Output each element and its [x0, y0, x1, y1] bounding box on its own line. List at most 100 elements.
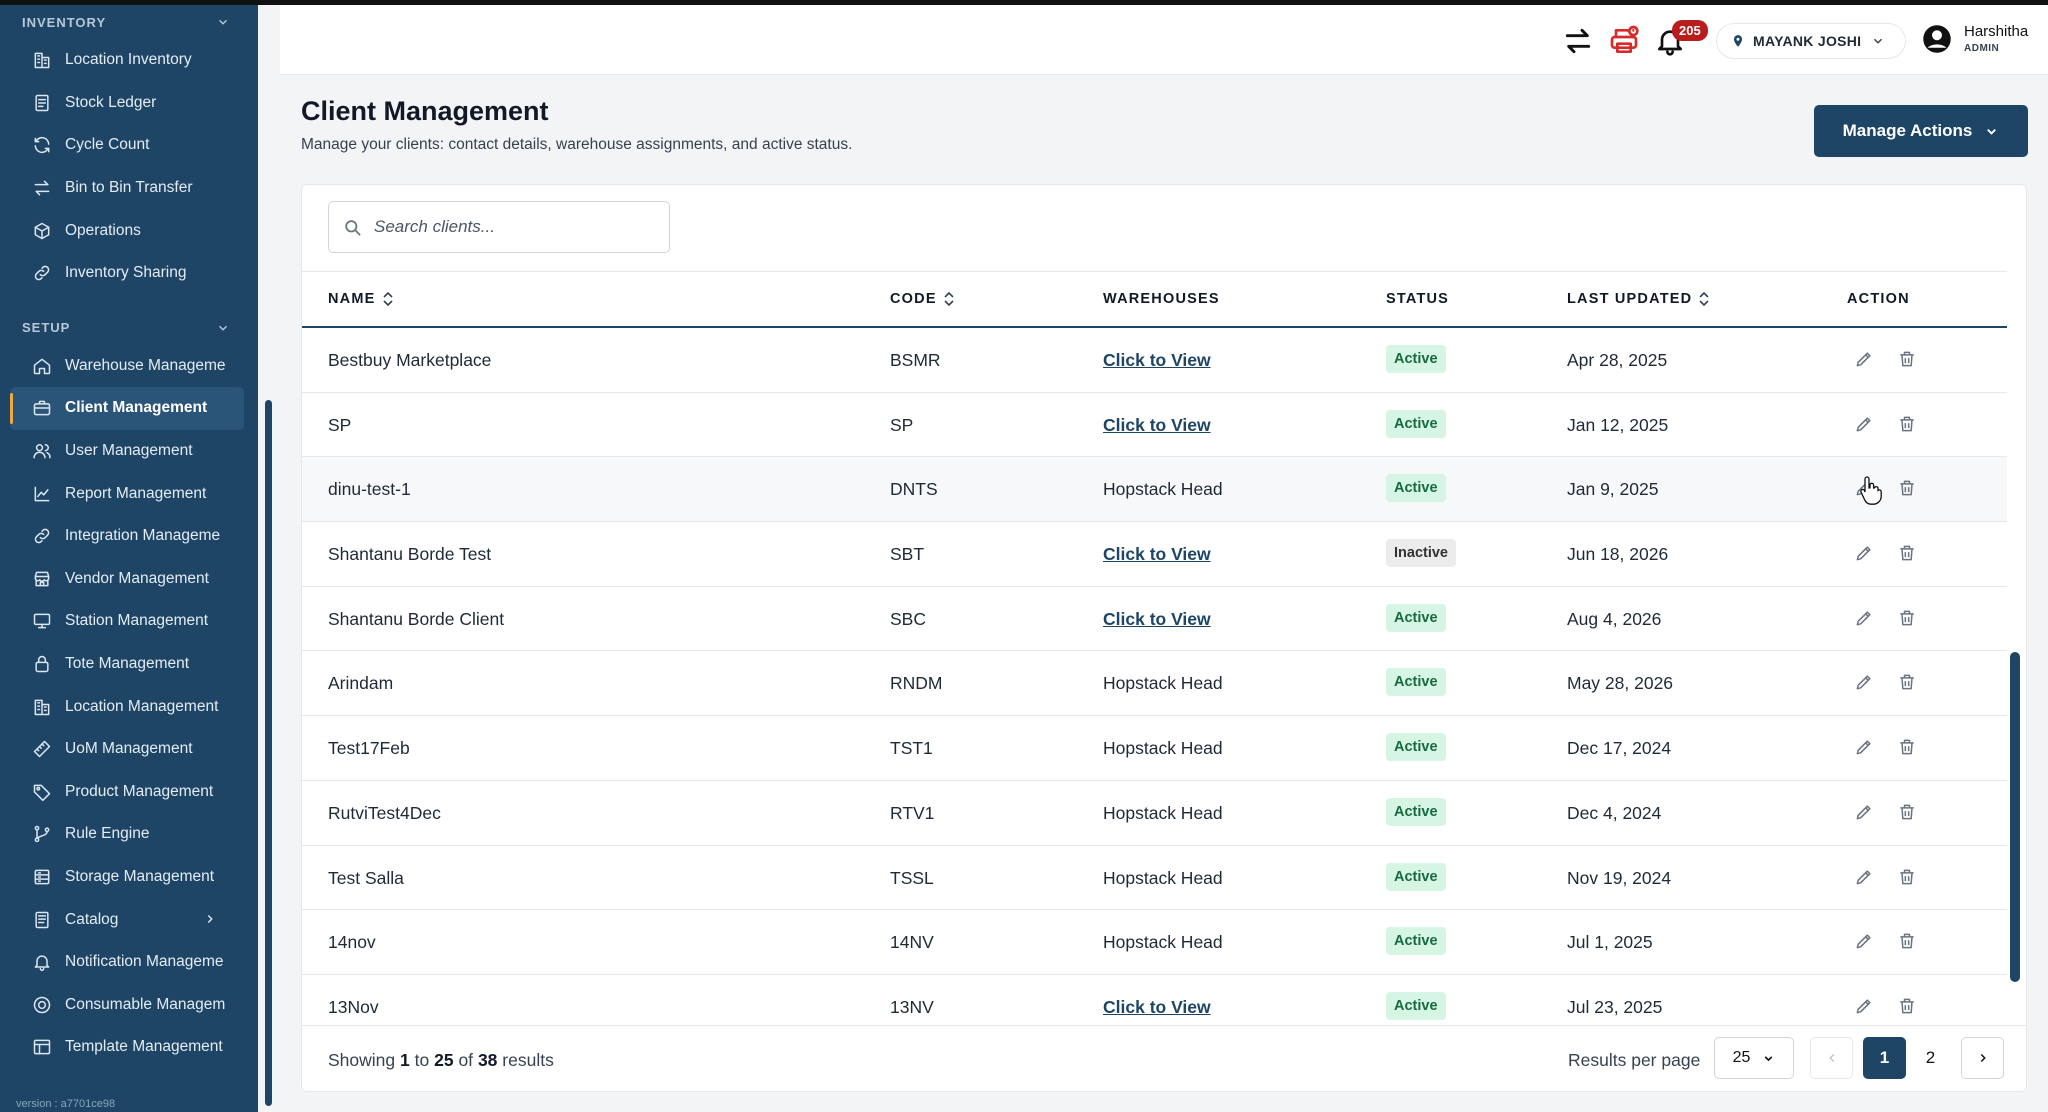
table-row[interactable]: Shantanu Borde Client SBC Click to View Act… — [302, 587, 2007, 652]
store-icon — [34, 571, 50, 587]
location-selector[interactable]: MAYANK JOSHI — [1716, 23, 1906, 59]
sidebar-item-label: Product Management — [65, 782, 214, 800]
sidebar-item-tote-management[interactable]: Tote Management — [10, 643, 244, 686]
delete-button[interactable] — [1897, 349, 1919, 371]
delete-button[interactable] — [1897, 608, 1919, 630]
chevron-down-icon — [1874, 38, 1883, 44]
sidebar-item-user-management[interactable]: User Management — [10, 430, 244, 473]
sidebar-item-rule-engine[interactable]: Rule Engine — [10, 813, 244, 856]
sidebar-item-storage-management[interactable]: Storage Management — [10, 856, 244, 899]
table-row[interactable]: Bestbuy Marketplace BSMR Click to View Acti… — [302, 328, 2007, 393]
delete-button[interactable] — [1897, 867, 1919, 889]
delete-button[interactable] — [1897, 931, 1919, 953]
edit-button[interactable] — [1854, 608, 1876, 630]
next-page-button[interactable] — [1961, 1037, 2004, 1079]
search-box[interactable] — [328, 201, 670, 253]
delete-button[interactable] — [1897, 672, 1919, 694]
page-button-1[interactable]: 1 — [1863, 1037, 1906, 1079]
sidebar-item-location-management[interactable]: Location Management — [10, 685, 244, 728]
column-header-code[interactable]: CODE — [890, 291, 955, 307]
warehouse-name: Hopstack Head — [1103, 673, 1223, 694]
table-row[interactable]: Shantanu Borde Test SBT Click to View Inact… — [302, 522, 2007, 587]
sidebar-item-inventory-sharing[interactable]: Inventory Sharing — [10, 252, 244, 295]
sidebar-item-catalog[interactable]: Catalog — [10, 898, 244, 941]
table-row[interactable]: dinu-test-1 DNTS Hopstack Head Active Jan 9,… — [302, 457, 2007, 523]
trash-icon — [1900, 739, 1914, 755]
sidebar-item-template-management[interactable]: Template Management — [10, 1026, 244, 1069]
chevron-left-icon — [1828, 1053, 1834, 1063]
table-row[interactable]: Test Salla TSSL Hopstack Head Active Nov 19,… — [302, 846, 2007, 911]
warehouses-link[interactable]: Click to View — [1103, 414, 1211, 435]
delete-button[interactable] — [1897, 414, 1919, 436]
table-row[interactable]: SP SP Click to View Active Jan 12, 2025 — [302, 393, 2007, 458]
sidebar-section-inventory[interactable]: INVENTORY — [0, 5, 258, 39]
delete-button[interactable] — [1897, 802, 1919, 824]
sidebar-item-product-management[interactable]: Product Management — [10, 771, 244, 814]
delete-button[interactable] — [1897, 737, 1919, 759]
edit-button[interactable] — [1854, 414, 1876, 436]
search-icon — [345, 219, 361, 235]
clients-table-card: NAME CODE WAREHOUSES STATUS LAST UPDATED… — [301, 184, 2027, 1092]
warehouses-link[interactable]: Click to View — [1103, 350, 1211, 370]
sidebar-item-label: Vendor Management — [65, 569, 209, 587]
trash-icon — [1900, 933, 1914, 949]
location-name: MAYANK JOSHI — [1753, 33, 1862, 49]
edit-button[interactable] — [1854, 737, 1876, 759]
manage-actions-label: Manage Actions — [1842, 121, 1973, 140]
column-header-name[interactable]: NAME — [328, 291, 394, 307]
delete-button[interactable] — [1897, 543, 1919, 565]
table-row[interactable]: 14nov 14NV Hopstack Head Active Jul 1, 2025 — [302, 910, 2007, 975]
last-updated: Jul 1, 2025 — [1567, 932, 1653, 953]
results-per-page-select[interactable]: 25 — [1714, 1037, 1794, 1079]
user-menu[interactable]: Harshitha ADMIN — [1922, 23, 2028, 54]
sidebar-item-notification-manageme[interactable]: Notification Manageme — [10, 941, 244, 984]
sidebar-item-warehouse-manageme[interactable]: Warehouse Manageme — [10, 345, 244, 388]
sidebar-item-station-management[interactable]: Station Management — [10, 600, 244, 643]
warehouses-link[interactable]: Click to View — [1103, 608, 1211, 629]
sidebar-item-report-management[interactable]: Report Management — [10, 472, 244, 515]
manage-actions-button[interactable]: Manage Actions — [1814, 105, 2028, 157]
edit-button[interactable] — [1854, 996, 1876, 1018]
last-updated: May 28, 2026 — [1567, 673, 1674, 694]
sidebar-item-vendor-management[interactable]: Vendor Management — [10, 558, 244, 601]
edit-button[interactable] — [1854, 543, 1876, 565]
link-icon — [34, 265, 50, 281]
sidebar-item-label: Location Management — [65, 697, 219, 715]
sidebar-item-operations[interactable]: Operations — [10, 209, 244, 252]
prev-page-button[interactable] — [1810, 1037, 1853, 1079]
edit-button[interactable] — [1854, 931, 1876, 953]
status-badge: Active — [1386, 345, 1446, 373]
client-name: Test Salla — [328, 867, 404, 888]
edit-button[interactable] — [1854, 802, 1876, 824]
warehouses-link[interactable]: Click to View — [1103, 544, 1211, 565]
edit-button[interactable] — [1854, 867, 1876, 889]
sidebar-item-location-inventory[interactable]: Location Inventory — [10, 39, 244, 82]
sidebar-item-stock-ledger[interactable]: Stock Ledger — [10, 82, 244, 125]
delete-button[interactable] — [1897, 996, 1919, 1018]
last-updated: Aug 4, 2026 — [1567, 608, 1662, 629]
table-row[interactable]: Arindam RNDM Hopstack Head Active May 28, 20… — [302, 651, 2007, 717]
warehouses-link[interactable]: Click to View — [1103, 996, 1211, 1017]
page-button-2[interactable]: 2 — [1925, 1048, 1936, 1067]
printer-icon[interactable] — [1608, 25, 1640, 57]
sidebar-scrollbar[interactable] — [265, 400, 272, 1106]
sidebar-item-consumable-managem[interactable]: Consumable Managem — [10, 983, 244, 1026]
table-row[interactable]: Test17Feb TST1 Hopstack Head Active Dec 17, … — [302, 716, 2007, 781]
sidebar-item-integration-manageme[interactable]: Integration Manageme — [10, 515, 244, 558]
sidebar-item-cycle-count[interactable]: Cycle Count — [10, 124, 244, 167]
sidebar-item-bin-to-bin-transfer[interactable]: Bin to Bin Transfer — [10, 167, 244, 210]
column-header-last-updated[interactable]: LAST UPDATED — [1567, 291, 1710, 307]
search-input[interactable] — [374, 217, 634, 237]
sidebar-item-uom-management[interactable]: UoM Management — [10, 728, 244, 771]
delete-button[interactable] — [1897, 478, 1919, 500]
sidebar-item-client-management[interactable]: Client Management — [10, 387, 244, 430]
switch-icon[interactable] — [1562, 25, 1594, 57]
table-row[interactable]: RutviTest4Dec RTV1 Hopstack Head Active Dec … — [302, 781, 2007, 846]
edit-button[interactable] — [1854, 672, 1876, 694]
chevron-down-icon — [218, 19, 228, 25]
sidebar-section-setup[interactable]: SETUP — [0, 311, 258, 345]
table-scrollbar[interactable] — [2010, 652, 2020, 982]
link-icon — [34, 528, 50, 544]
edit-button[interactable] — [1854, 349, 1876, 371]
sidebar-item-label: Station Management — [65, 612, 209, 630]
